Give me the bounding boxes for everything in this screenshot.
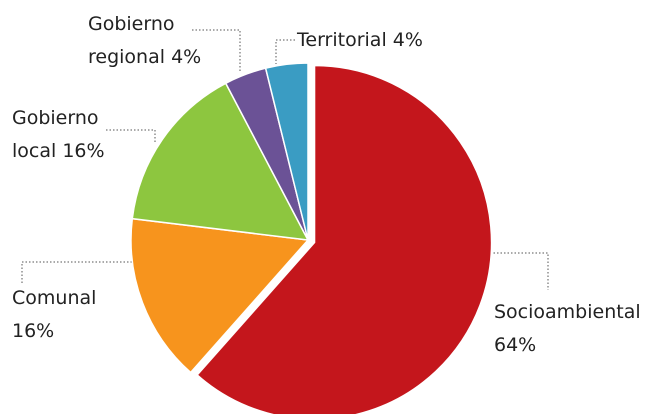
- slice-label: Gobierno regional 4%: [88, 8, 206, 74]
- pie-slice: [131, 82, 310, 241]
- leader-line: [106, 129, 156, 142]
- category-label: Comunal: [12, 287, 97, 309]
- category-label: Gobierno local: [12, 107, 99, 162]
- pie-slice: [196, 64, 493, 414]
- value-label: 4%: [171, 46, 202, 68]
- slice-label: Comunal 16%: [12, 282, 104, 348]
- leader-line: [275, 39, 295, 64]
- leader-line: [21, 261, 135, 283]
- category-label: Socioambiental: [494, 301, 641, 323]
- value-label: 64%: [494, 334, 537, 356]
- category-label: Territorial: [297, 29, 387, 51]
- slice-label: Socioambiental 64%: [494, 296, 652, 362]
- value-label: 16%: [12, 320, 55, 342]
- category-label: Gobierno regional: [88, 13, 175, 68]
- pie-slice: [264, 62, 309, 241]
- value-label: 4%: [392, 29, 423, 51]
- pie-slice: [130, 217, 310, 374]
- value-label: 16%: [62, 140, 105, 162]
- slice-label: Territorial 4%: [297, 24, 497, 57]
- slice-label: Gobierno local 16%: [12, 102, 124, 168]
- leader-lines: [21, 29, 549, 290]
- leader-line: [490, 252, 549, 290]
